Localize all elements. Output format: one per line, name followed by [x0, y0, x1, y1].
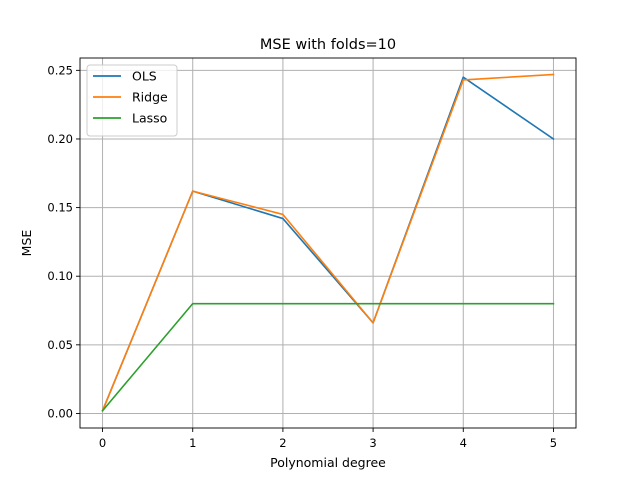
y-axis-label: MSE — [19, 230, 34, 257]
x-tick-label: 5 — [550, 436, 557, 450]
legend-label-lasso: Lasso — [132, 111, 167, 126]
series-lines — [101, 73, 555, 412]
y-tick-label: 0.00 — [47, 406, 73, 420]
chart-title: MSE with folds=10 — [260, 37, 396, 53]
x-tick-label: 1 — [189, 436, 196, 450]
y-tick-label: 0.15 — [47, 201, 73, 215]
plot-frame — [79, 57, 577, 429]
series-line-lasso — [101, 302, 555, 412]
x-tick-label: 0 — [99, 436, 106, 450]
ticks: 0 1 2 3 4 5 0.00 0.05 0.10 0.15 0.20 0.25 — [47, 63, 557, 450]
y-tick-label: 0.20 — [47, 132, 73, 146]
y-tick-label: 0.25 — [47, 63, 73, 77]
legend-label-ols: OLS — [132, 69, 157, 84]
series-line-ridge — [101, 73, 555, 412]
x-tick-label: 4 — [460, 436, 467, 450]
legend: OLS Ridge Lasso — [86, 64, 178, 137]
y-tick-label: 0.05 — [47, 338, 73, 352]
x-tick-label: 2 — [279, 436, 286, 450]
y-tick-label: 0.10 — [47, 269, 73, 283]
legend-label-ridge: Ridge — [132, 90, 168, 105]
x-tick-label: 3 — [369, 436, 376, 450]
grid — [80, 58, 576, 428]
x-axis-label: Polynomial degree — [270, 455, 386, 470]
